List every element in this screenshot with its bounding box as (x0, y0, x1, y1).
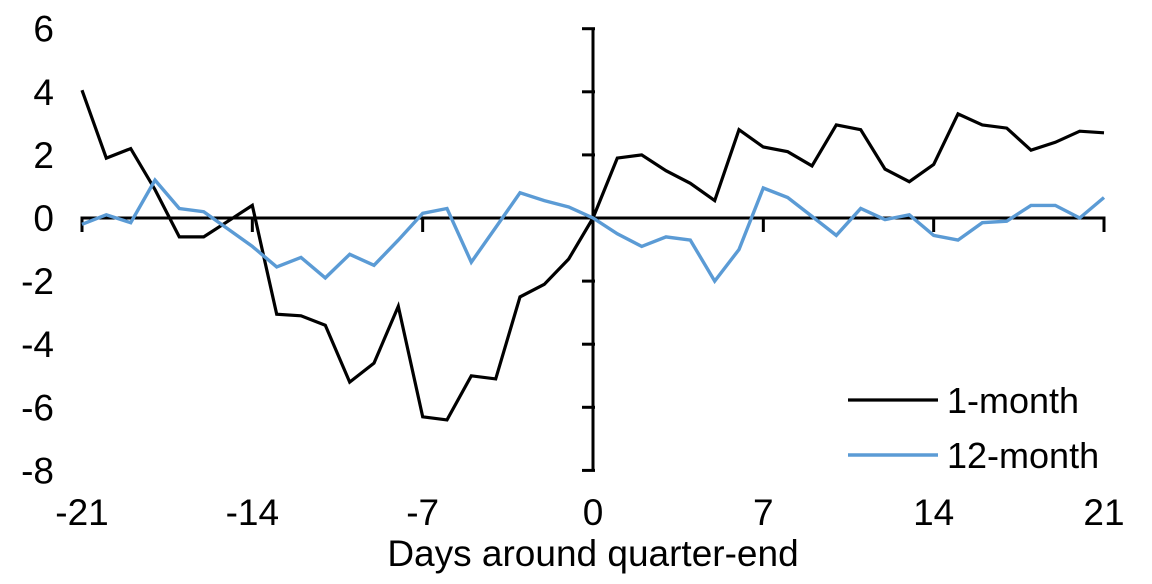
x-tick-label: 7 (753, 492, 774, 533)
y-tick-label: -2 (21, 261, 54, 302)
x-tick-label: -14 (226, 492, 279, 533)
series-lines (80, 89, 1106, 422)
x-axis-title: Days around quarter-end (387, 533, 798, 574)
x-tick-label: 14 (913, 492, 954, 533)
y-tick-label: 0 (33, 198, 54, 239)
y-tick-label: 2 (33, 135, 54, 176)
axis-tick-labels: -21 -14 -7 0 7 14 21 6 4 2 0 -2 -4 -6 -8 (21, 9, 1124, 533)
legend: 1-month 12-month (848, 380, 1099, 476)
legend-label-12-month: 12-month (947, 435, 1099, 476)
y-tick-label: -4 (21, 324, 54, 365)
y-tick-label: 4 (33, 72, 54, 113)
y-tick-label: 6 (33, 9, 54, 50)
y-tick-label: -8 (21, 450, 54, 491)
x-tick-label: 21 (1083, 492, 1124, 533)
x-tick-label: -21 (55, 492, 108, 533)
x-tick-label: 0 (583, 492, 604, 533)
series-line-12-month (81, 177, 1106, 285)
legend-label-1-month: 1-month (947, 380, 1079, 421)
x-tick-label: -7 (406, 492, 439, 533)
y-tick-label: -6 (21, 387, 54, 428)
